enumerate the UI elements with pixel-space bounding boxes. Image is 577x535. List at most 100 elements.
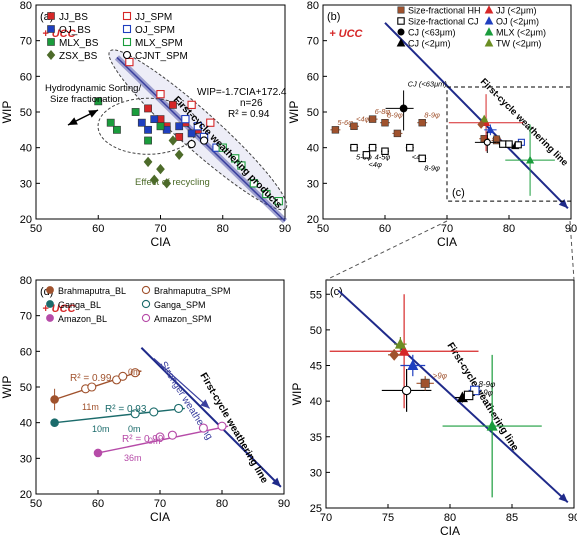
b-legend-marker xyxy=(484,16,494,25)
a-cjnt_spm-point xyxy=(187,139,196,149)
a-mlx_bs-point xyxy=(156,122,165,131)
a-mlx_bs-point xyxy=(144,136,152,145)
d-x-tick-label: 80 xyxy=(216,498,228,510)
c-y-tick-label: 25 xyxy=(310,503,322,515)
a-mlx_bs-point xyxy=(131,108,140,116)
a-y-tick-label: 60 xyxy=(20,71,32,83)
b-cj-label: 8-9φ xyxy=(424,163,440,172)
b-y-tick-label: 30 xyxy=(307,178,319,190)
b-x-axis-label: CIA xyxy=(437,235,457,249)
d-fit-line xyxy=(54,407,185,424)
b-legend-marker xyxy=(397,6,405,14)
d-fit-r2-label: R² = 0.99 xyxy=(122,434,164,445)
d-legend-marker xyxy=(46,300,54,308)
b-x-tick-label: 70 xyxy=(441,223,453,235)
b-legend-marker xyxy=(484,38,494,47)
b-legend-marker xyxy=(396,38,406,47)
d-legend-label: Amazon_SPM xyxy=(154,314,212,324)
d-legend-label: Ganga_BL xyxy=(58,300,101,310)
d-fit-depth-label: 36m xyxy=(124,453,142,463)
b-legend-label: MLX (<2μm) xyxy=(496,28,546,38)
b-hh-point xyxy=(381,119,389,127)
b-ucc-label: + UCC xyxy=(329,28,363,40)
d-brahmaputra_spm-point xyxy=(87,382,97,392)
c-point xyxy=(420,378,430,388)
a-x-tick-label: 70 xyxy=(154,223,166,235)
d-fit-depth-label: 11m xyxy=(82,402,99,412)
c-y-tick-label: 55 xyxy=(310,289,322,301)
a-legend-marker-jj_spm xyxy=(122,11,132,21)
a-legend-marker-mlx_bs xyxy=(47,38,55,46)
a-oj_bs-point xyxy=(137,118,146,127)
c-point xyxy=(486,419,498,431)
inset-connectors xyxy=(325,220,575,281)
d-y-axis-label: WIP xyxy=(0,376,14,399)
a-sorting-arrowhead xyxy=(68,117,78,125)
a-jj_spm-point xyxy=(206,118,215,127)
a-jj_bs-point xyxy=(144,104,152,113)
b-hh-label: 5-6φ xyxy=(337,118,353,127)
c-x-tick-label: 70 xyxy=(320,512,332,524)
c-x-tick-label: 75 xyxy=(382,512,394,524)
d-fit-r2-label: R² = 0.93 xyxy=(105,404,147,415)
connector-right xyxy=(569,220,575,281)
a-legend-marker-oj_spm xyxy=(122,24,132,34)
b-first-cycle-arrowhead xyxy=(558,199,568,209)
a-x-tick-label: 50 xyxy=(30,223,42,235)
b-x-tick-label: 60 xyxy=(379,223,391,235)
a-y-axis-label: WIP xyxy=(0,101,14,124)
a-zsx_bs-point xyxy=(174,149,184,160)
c-point xyxy=(470,385,480,396)
c-label-hh: >9φ xyxy=(433,371,447,380)
a-oj_bs-point xyxy=(150,115,159,124)
a-oj_bs-point xyxy=(144,125,152,134)
b-y-axis-label: WIP xyxy=(287,101,301,124)
a-legend-label: MLX_BS xyxy=(59,38,99,49)
a-y-tick-label: 50 xyxy=(20,107,32,119)
c-point xyxy=(401,385,412,396)
d-x-tick-label: 50 xyxy=(30,498,42,510)
b-cluster-point xyxy=(483,138,491,146)
d-legend-label: Amazon_BL xyxy=(58,314,107,324)
b-legend-label: Size-fractional HH xyxy=(408,6,481,16)
c-panel-label: (c) xyxy=(330,286,343,298)
a-regression-r2: R² = 0.94 xyxy=(228,109,270,120)
c-y-tick-label: 30 xyxy=(310,467,322,479)
b-legend-label: OJ (<2μm) xyxy=(496,17,539,27)
b-cluster-point xyxy=(493,135,500,143)
a-x-tick-label: 60 xyxy=(92,223,104,235)
d-y-tick-label: 30 xyxy=(20,453,32,465)
d-x-axis-label: CIA xyxy=(150,510,170,524)
c-first-cycle-arrowhead xyxy=(558,493,568,503)
a-mlx_spm-point xyxy=(237,161,246,170)
a-oj_spm-point xyxy=(181,114,190,124)
a-jj_bs-point xyxy=(169,100,177,109)
a-legend-label: JJ_SPM xyxy=(135,12,172,23)
a-mlx_spm-point xyxy=(218,143,227,152)
b-inset-label: (c) xyxy=(452,187,465,199)
d-fit-depth-label: 10m xyxy=(92,424,110,434)
a-x-tick-label: 80 xyxy=(217,223,229,235)
d-y-tick-label: 70 xyxy=(20,311,32,323)
b-legend-marker xyxy=(484,5,494,14)
b-legend-marker xyxy=(484,27,494,36)
a-jj_spm-point xyxy=(125,57,134,67)
d-legend-marker xyxy=(141,313,151,323)
c-x-tick-label: 85 xyxy=(506,512,518,524)
b-cj-point xyxy=(368,143,377,152)
d-fit-depth-label-2: 0m xyxy=(128,424,141,434)
c-x-tick-label: 90 xyxy=(568,512,577,524)
d-fit-depth-label-2: 0m xyxy=(148,436,161,446)
b-hh-label: 8-9φ xyxy=(424,111,440,120)
b-legend-label: JJ (<2μm) xyxy=(496,6,536,16)
b-cj-label: 4-5φ xyxy=(375,153,391,162)
d-weathering-arrowhead xyxy=(200,399,210,409)
b-cluster-point xyxy=(480,114,489,123)
b-legend-marker xyxy=(397,17,405,25)
b-legend-label: Size-fractional CJ xyxy=(408,17,479,27)
a-mlx_spm-point xyxy=(262,189,271,199)
a-regression-n: n=26 xyxy=(240,98,263,109)
a-legend-label: ZSX_BS xyxy=(59,51,98,62)
a-legend-marker-jj_bs xyxy=(47,12,55,20)
b-cluster-point xyxy=(477,120,485,129)
